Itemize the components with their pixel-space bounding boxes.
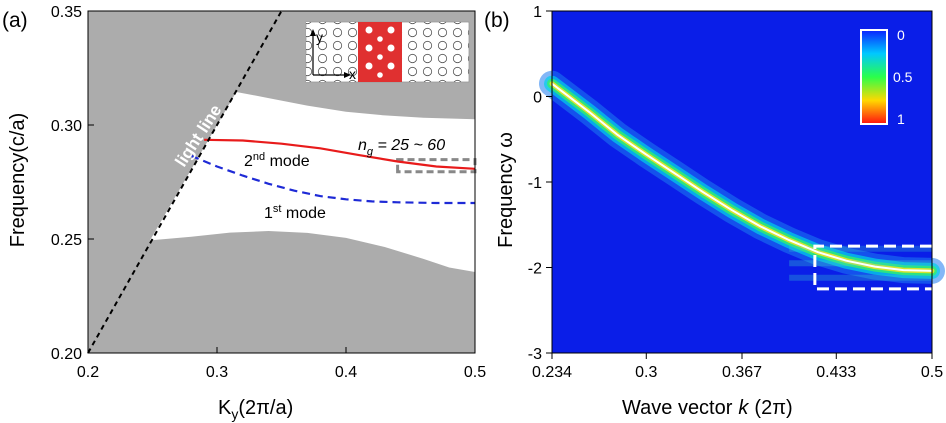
panel-a-label: (a) xyxy=(2,9,28,32)
mode-field-pattern xyxy=(358,22,402,82)
panel-a-y-ticks: 0.20 0.25 0.30 0.35 xyxy=(51,4,94,363)
panel-b-y-tick-label: -2 xyxy=(528,261,542,278)
crystal-inset: y x xyxy=(305,21,470,83)
panel-b-x-tick-label: 0.234 xyxy=(532,364,572,381)
second-mode-label: 2nd mode xyxy=(244,151,310,170)
axis-arrows xyxy=(312,32,348,76)
colorbar-label-mid: 0.5 xyxy=(893,69,913,85)
colorbar-label-0: 0 xyxy=(897,27,905,43)
panel-a-x-tick-label: 0.3 xyxy=(206,364,228,381)
panel-b-y-tick-label: -1 xyxy=(528,175,542,192)
panel-a-y-tick-label: 0.35 xyxy=(51,4,82,21)
field-nodes xyxy=(365,26,395,78)
arrow-heads xyxy=(310,29,351,78)
first-mode-curve xyxy=(190,154,475,205)
panel-a: (a) y x light lin xyxy=(2,4,486,422)
panel-b-label: (b) xyxy=(484,9,510,32)
panel-b-x-ticks: 0.234 0.3 0.367 0.433 0.5 xyxy=(532,353,943,381)
panel-a-x-tick-label: 0.4 xyxy=(335,364,357,381)
panel-a-x-tick-label: 0.2 xyxy=(77,364,99,381)
slow-light-highlight-box xyxy=(813,244,932,291)
panel-a-y-tick-label: 0.20 xyxy=(51,346,82,363)
inset-x-label: x xyxy=(349,66,356,82)
group-index-label: ng = 25 ~ 60 xyxy=(358,137,445,158)
panel-a-y-axis-title: Frequency(c/a) xyxy=(7,113,29,248)
panel-b-y-tick-label: 0 xyxy=(533,90,542,107)
inset-y-label: y xyxy=(316,29,323,45)
panel-b-x-tick-label: 0.3 xyxy=(635,364,657,381)
panel-b-y-ticks: 1 0 -1 -2 -3 xyxy=(528,4,552,363)
colorbar: 0 0.5 1 xyxy=(860,27,913,127)
panel-a-x-ticks: 0.2 0.3 0.4 0.5 xyxy=(77,347,486,381)
panel-b-y-tick-label: 1 xyxy=(533,4,542,21)
panel-a-y-tick-label: 0.25 xyxy=(51,232,82,249)
panel-a-x-axis-title: Ky(2π/a) xyxy=(218,397,293,422)
panel-a-y-tick-label: 0.30 xyxy=(51,118,82,135)
panel-b: (b) 0 0.5 1 0.234 0.3 0.367 0.433 0.5 1 0 -1 -2… xyxy=(484,4,945,419)
panel-b-x-tick-label: 0.433 xyxy=(816,364,856,381)
panel-b-y-tick-label: -3 xyxy=(528,346,542,363)
colorbar-label-1: 1 xyxy=(897,111,905,127)
second-mode-curve xyxy=(204,138,476,170)
fitted-dispersion-curve xyxy=(551,82,933,272)
panel-a-frame xyxy=(87,10,476,354)
guided-mode-gap-region xyxy=(149,91,476,273)
panel-b-y-axis-title: Frequency ω xyxy=(495,132,517,248)
panel-b-x-axis-title: Wave vector k (2π) xyxy=(622,397,793,419)
panel-b-x-tick-label: 0.5 xyxy=(921,364,943,381)
panel-a-x-tick-label: 0.5 xyxy=(464,364,486,381)
panel-b-x-tick-label: 0.367 xyxy=(722,364,762,381)
light-line-curve xyxy=(87,10,283,354)
first-mode-label: 1st mode xyxy=(264,203,326,222)
colorbar-gradient xyxy=(860,29,888,125)
